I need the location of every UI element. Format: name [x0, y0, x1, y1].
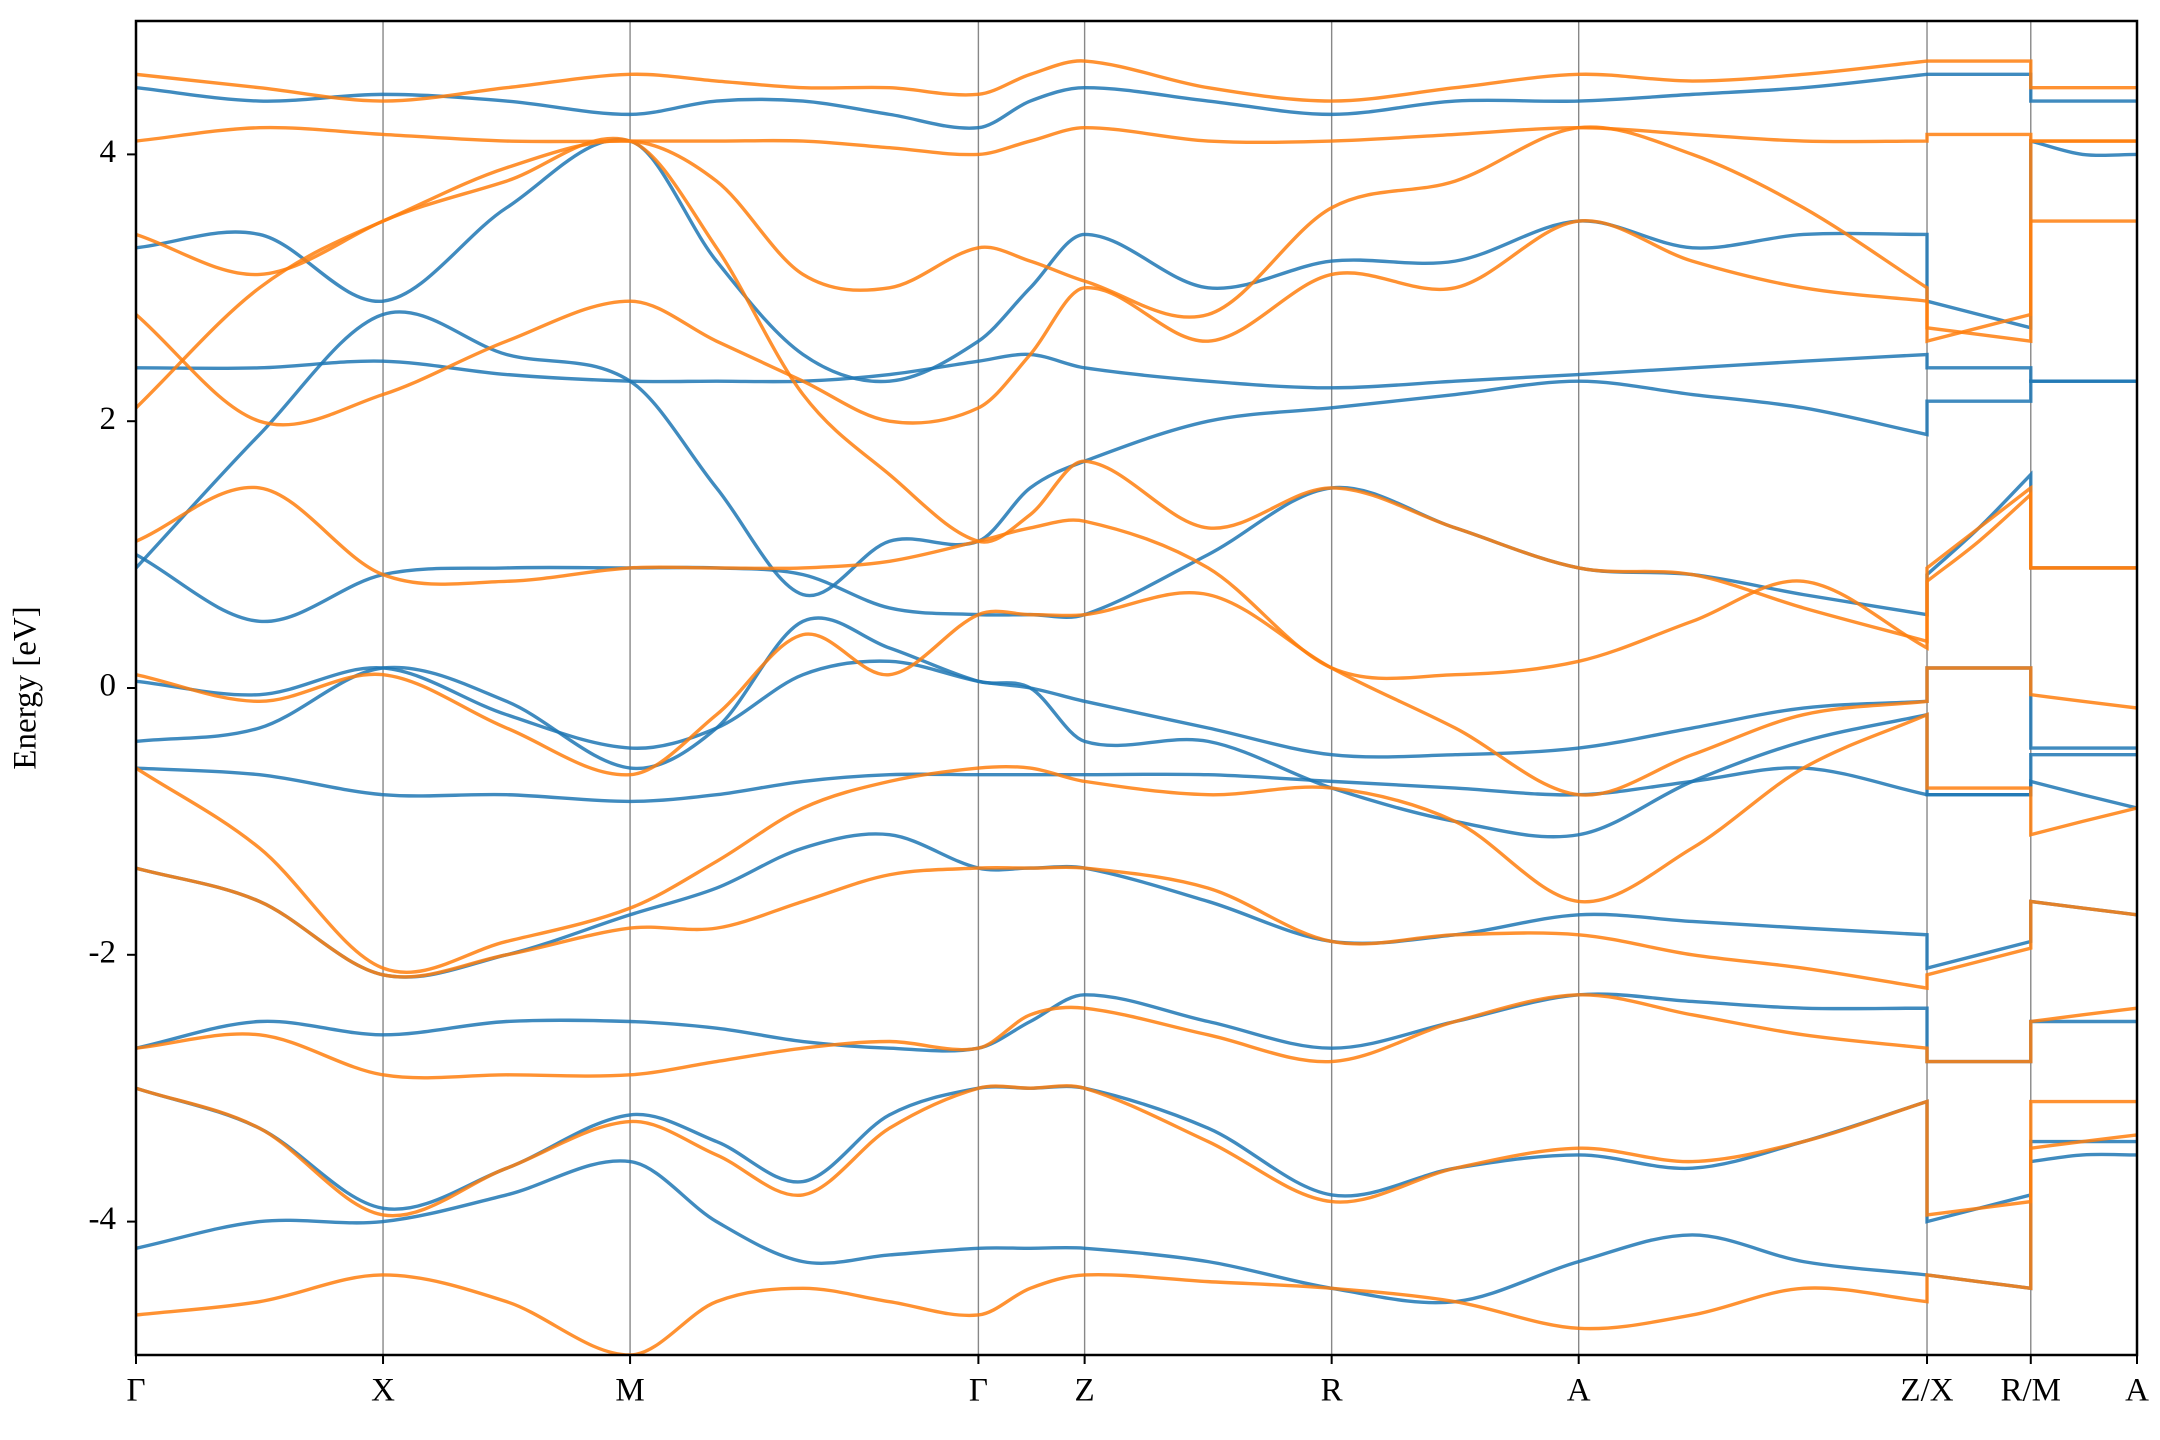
band-line [136, 125, 2137, 157]
band-line [136, 136, 2137, 644]
band-line [136, 219, 2137, 427]
band-line [136, 752, 2137, 804]
band-line [136, 59, 2137, 103]
band-line [136, 137, 2137, 384]
x-tick-label: X [371, 1373, 395, 1409]
band-line [136, 712, 2137, 974]
x-tick-label: Z/X [1900, 1373, 1953, 1409]
y-tick-label: 0 [100, 668, 117, 704]
band-line [136, 125, 2137, 344]
band-line [136, 72, 2137, 130]
band-line [136, 352, 2137, 390]
y-tick-label: -2 [89, 934, 117, 970]
band-line [136, 832, 2137, 979]
band-line [136, 1084, 2137, 1218]
x-tick-label: A [1567, 1373, 1591, 1409]
band-line [136, 1152, 2137, 1305]
x-tick-label: Γ [126, 1373, 145, 1409]
y-axis-label: Energy [eV] [8, 606, 44, 769]
plot-frame [134, 19, 2139, 1357]
band-line [136, 310, 2137, 598]
y-tick-label: -4 [89, 1201, 117, 1237]
band-line [136, 1099, 2137, 1355]
x-tick-label: R/M [2001, 1373, 2062, 1409]
y-tick-label: 4 [100, 134, 117, 170]
band-line [136, 470, 2137, 624]
x-tick-label: R [1321, 1373, 1343, 1409]
grid-layer [135, 21, 2138, 1355]
x-tick-label: Γ [969, 1373, 988, 1409]
band-line [136, 865, 2137, 991]
y-tick-label: 2 [100, 401, 117, 437]
band-line [136, 616, 2137, 839]
x-tick-label: Z [1075, 1373, 1095, 1409]
x-tick-label: M [615, 1373, 644, 1409]
band-line [136, 590, 2137, 797]
x-tick-label: A [2125, 1373, 2149, 1409]
tick-layer: Γ X M Γ Z R A Z/X R/M A -4 -2 0 2 4 [89, 134, 2150, 1409]
band-line [136, 992, 2137, 1064]
bands [136, 59, 2137, 1355]
band-line [136, 485, 2137, 681]
band-line [136, 993, 2137, 1080]
